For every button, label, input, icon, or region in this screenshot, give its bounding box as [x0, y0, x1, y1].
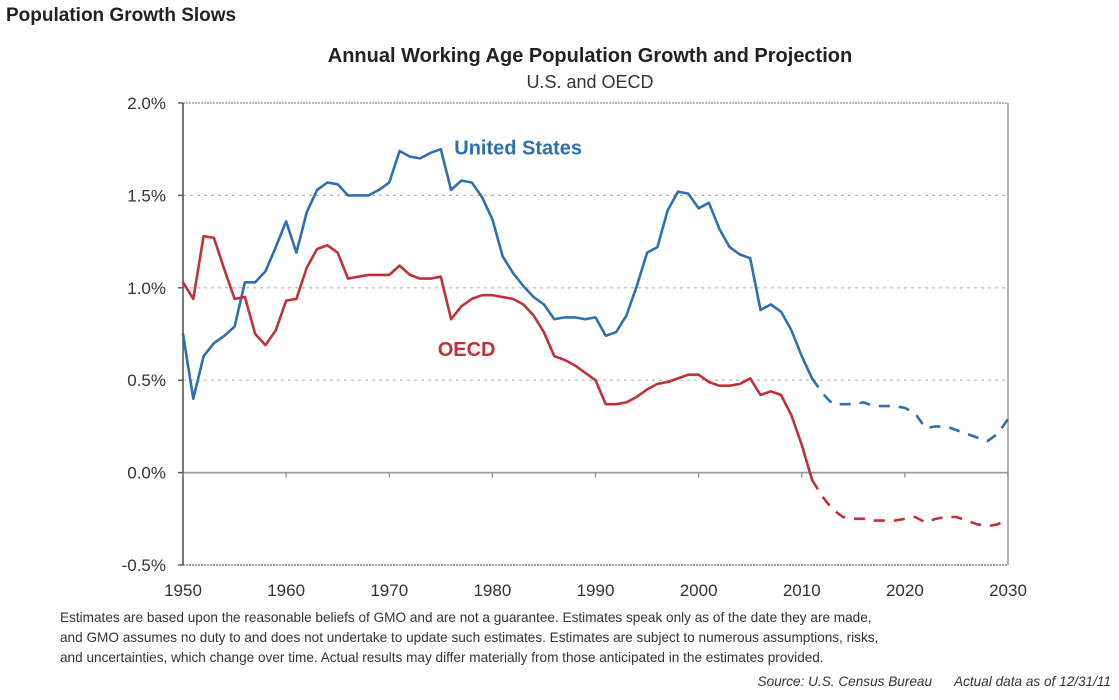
x-tick-label: 2030	[989, 581, 1027, 600]
y-tick-label: 1.0%	[127, 279, 166, 298]
x-tick-label: 1960	[267, 581, 305, 600]
disclaimer-line: Estimates are based upon the reasonable …	[60, 610, 872, 625]
disclaimer-line: and uncertainties, which change over tim…	[60, 650, 824, 665]
x-axis-ticks: 1950 1960 1970 1980 1990 2000 2010 2020 2030	[164, 472, 1027, 600]
united-states-label: United States	[454, 138, 582, 160]
y-axis-ticks: 2.0% 1.5% 1.0% 0.5% 0.0% -0.5%	[122, 94, 183, 575]
x-tick-label: 2010	[783, 581, 821, 600]
oecd-projection-line	[810, 479, 1009, 528]
series-labels: United States OECD	[438, 138, 582, 361]
y-tick-label: 1.5%	[127, 186, 166, 205]
disclaimer-line: and GMO assumes no duty to and does not …	[60, 630, 879, 645]
x-tick-label: 2000	[680, 581, 718, 600]
united-states-projection-line	[811, 377, 1010, 443]
x-tick-label: 1980	[473, 581, 511, 600]
y-tick-label: 2.0%	[127, 94, 166, 113]
source-note: Source: U.S. Census Bureau Actual data as…	[736, 674, 1112, 689]
x-tick-label: 1990	[577, 581, 615, 600]
chart-subtitle: U.S. and OECD	[526, 72, 654, 92]
y-tick-label: 0.0%	[127, 464, 166, 483]
axes	[182, 102, 1009, 566]
united-states-actual-line	[181, 147, 814, 401]
page-title: Population Growth Slows	[6, 5, 237, 26]
x-tick-label: 1970	[370, 581, 408, 600]
series-lines	[181, 147, 1010, 528]
gridlines	[183, 194, 1008, 381]
x-tick-label: 2020	[886, 581, 924, 600]
as-of-text: Actual data as of 12/31/11	[954, 674, 1111, 689]
x-tick-label: 1950	[164, 581, 202, 600]
oecd-actual-line	[181, 234, 814, 482]
disclaimer: Estimates are based upon the reasonable …	[60, 608, 1119, 668]
source-text: Source: U.S. Census Bureau	[757, 674, 933, 689]
oecd-label: OECD	[438, 339, 496, 361]
y-tick-label: -0.5%	[122, 556, 166, 575]
line-chart: 2.0%1.5%1.0%0.5%0.0%-0.5% 1950 1960 1970 19…	[122, 94, 1027, 600]
y-tick-label: 0.5%	[127, 371, 166, 390]
chart-title: Annual Working Age Population Growth and…	[327, 45, 853, 67]
